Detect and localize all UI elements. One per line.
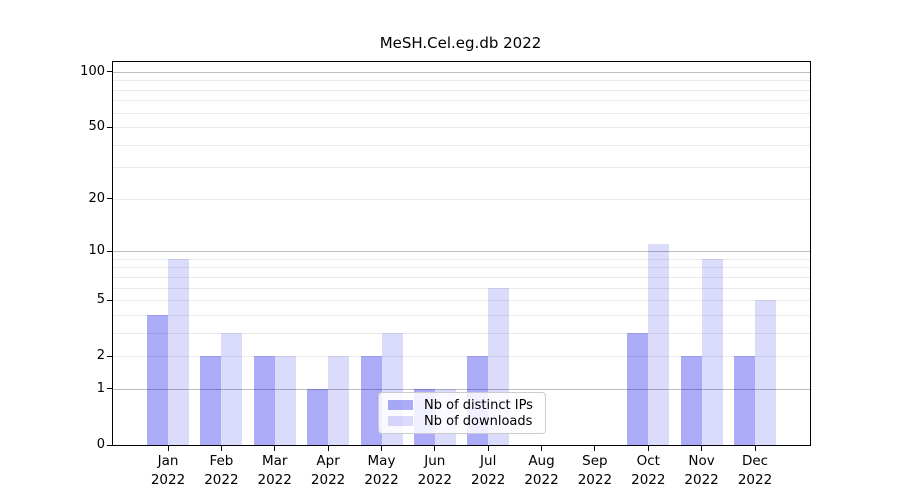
x-tick-label-jan: Jan 2022 — [150, 453, 186, 488]
y-gridline-minor — [113, 144, 810, 146]
x-tick-label-sep: Sep 2022 — [577, 453, 613, 488]
bar-distinct-ips-mar — [253, 356, 275, 445]
legend-swatch-distinct-ips — [388, 400, 413, 410]
chart-title: MeSH.Cel.eg.db 2022 — [379, 34, 542, 52]
x-tick-mark — [167, 446, 169, 451]
x-tick-label-jul: Jul 2022 — [471, 453, 506, 488]
y-tick-label-0: 0 — [96, 437, 105, 452]
x-tick-mark — [541, 446, 542, 451]
y-tick-mark — [107, 299, 112, 301]
y-tick-mark — [107, 355, 112, 357]
x-tick-mark — [327, 446, 329, 451]
x-tick-label-mar: Mar 2022 — [257, 453, 292, 488]
y-tick-mark — [107, 198, 112, 200]
x-tick-label-jun: Jun 2022 — [417, 453, 452, 488]
bar-downloads-jan — [168, 258, 189, 445]
y-gridline-minor — [113, 80, 810, 82]
x-tick-mark — [220, 446, 222, 451]
y-gridline-major — [113, 251, 810, 253]
legend-item-distinct-ips: Nb of distinct IPs — [388, 398, 536, 413]
bar-downloads-oct — [648, 244, 670, 445]
y-gridline-minor — [113, 314, 810, 316]
y-tick-label-10: 10 — [88, 243, 105, 259]
legend-swatch-downloads — [388, 416, 413, 426]
x-tick-mark — [381, 446, 382, 451]
y-gridline-minor — [113, 167, 810, 169]
x-tick-label-oct: Oct 2022 — [631, 453, 666, 488]
y-tick-mark — [107, 388, 112, 390]
bar-distinct-ips-dec — [734, 356, 755, 445]
y-tick-mark — [107, 71, 112, 73]
x-tick-mark — [647, 446, 649, 451]
y-gridline-minor — [113, 332, 810, 334]
bar-distinct-ips-feb — [200, 356, 222, 445]
bar-downloads-apr — [328, 356, 350, 445]
y-gridline-minor — [113, 356, 810, 358]
y-tick-label-1: 1 — [96, 380, 105, 396]
bar-downloads-feb — [221, 332, 243, 445]
y-gridline-minor — [113, 287, 810, 289]
y-gridline-minor — [113, 258, 810, 260]
x-tick-mark — [754, 446, 756, 451]
y-tick-label-20: 20 — [88, 190, 105, 206]
x-tick-label-nov: Nov 2022 — [684, 453, 719, 488]
y-tick-label-2: 2 — [96, 348, 105, 364]
legend-item-downloads: Nb of downloads — [388, 414, 536, 429]
y-gridline-major — [113, 71, 810, 73]
x-tick-label-apr: Apr 2022 — [310, 453, 346, 488]
y-tick-mark — [107, 444, 112, 446]
bar-distinct-ips-oct — [627, 332, 649, 445]
x-tick-label-aug: Aug 2022 — [524, 453, 559, 488]
y-gridline-major — [113, 388, 810, 390]
bar-distinct-ips-may — [360, 356, 382, 445]
bar-downloads-mar — [274, 356, 296, 445]
legend-label-downloads: Nb of downloads — [424, 413, 533, 429]
legend: Nb of distinct IPs Nb of downloads — [378, 392, 546, 434]
bar-distinct-ips-jan — [147, 314, 168, 445]
bar-distinct-ips-nov — [680, 356, 702, 445]
x-tick-label-may: May 2022 — [364, 453, 399, 488]
y-tick-mark — [107, 250, 112, 252]
x-tick-mark — [274, 446, 276, 451]
y-gridline-minor — [113, 276, 810, 278]
x-tick-mark — [594, 446, 596, 451]
bar-downloads-nov — [701, 258, 723, 445]
y-tick-label-5: 5 — [96, 292, 105, 308]
x-tick-label-feb: Feb 2022 — [204, 453, 239, 488]
y-tick-mark — [107, 126, 112, 128]
y-gridline-minor — [113, 112, 810, 114]
plot-area: 0 1 2 5 10 20 50 100 Jan 2022 Feb 2022 Mar 2022 Apr… — [80, 61, 811, 488]
y-gridline-minor — [113, 100, 810, 102]
y-tick-label-50: 50 — [88, 119, 105, 134]
y-gridline-minor — [113, 89, 810, 91]
legend-label-distinct-ips: Nb of distinct IPs — [424, 397, 533, 413]
x-tick-mark — [701, 446, 703, 451]
y-tick-label-100: 100 — [80, 63, 105, 79]
x-tick-mark — [434, 446, 436, 451]
x-tick-mark — [487, 446, 489, 451]
x-tick-label-dec: Dec 2022 — [737, 453, 773, 488]
y-gridline-minor — [113, 267, 810, 269]
y-gridline-minor — [113, 127, 810, 128]
bar-distinct-ips-apr — [307, 388, 329, 445]
y-gridline-minor — [113, 198, 810, 200]
y-gridline-minor — [113, 300, 810, 302]
bar-downloads-dec — [755, 300, 776, 445]
